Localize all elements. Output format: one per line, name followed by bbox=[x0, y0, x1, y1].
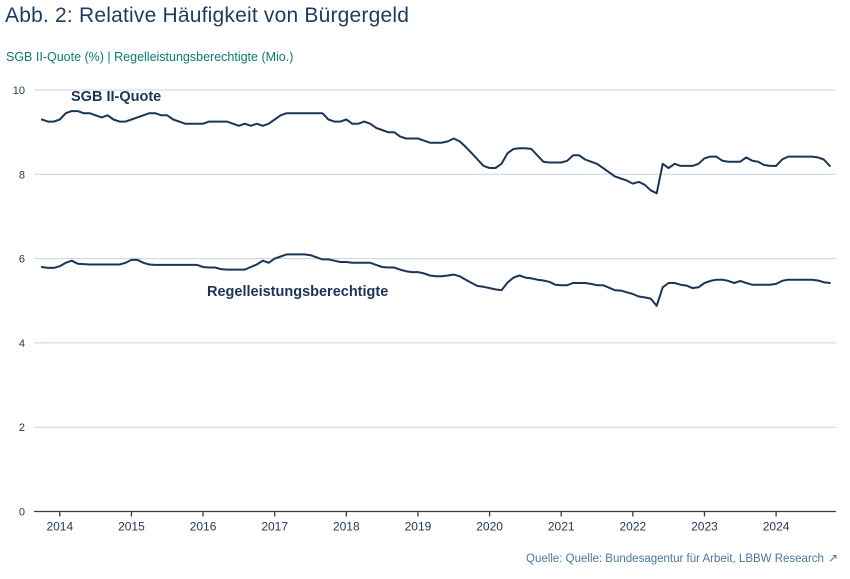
x-tick-label: 2014 bbox=[46, 520, 73, 534]
external-link-icon[interactable]: ↗ bbox=[827, 551, 838, 565]
x-tick-label: 2020 bbox=[476, 520, 503, 534]
y-tick-label: 0 bbox=[19, 507, 25, 519]
y-tick-label: 4 bbox=[19, 338, 25, 350]
source-text[interactable]: Quelle: Quelle: Bundesagentur für Arbeit… bbox=[526, 553, 824, 565]
x-tick-label: 2018 bbox=[333, 520, 360, 534]
x-tick-label: 2017 bbox=[261, 520, 288, 534]
source-link[interactable]: Quelle: Quelle: Bundesagentur für Arbeit… bbox=[526, 551, 838, 565]
x-tick-label: 2019 bbox=[405, 520, 432, 534]
y-tick-label: 8 bbox=[19, 169, 25, 181]
y-tick-label: 10 bbox=[13, 85, 25, 97]
y-tick-label: 2 bbox=[19, 422, 25, 434]
series-label-regelleistungsberechtigte: Regelleistungsberechtigte bbox=[207, 284, 389, 300]
x-tick-label: 2024 bbox=[763, 520, 790, 534]
series-line-regelleistungsberechtigte bbox=[40, 253, 831, 307]
figure-subtitle: SGB II-Quote (%) | Regelleistungsberecht… bbox=[6, 50, 294, 64]
x-tick-label: 2023 bbox=[691, 520, 718, 534]
x-tick-label: 2016 bbox=[190, 520, 217, 534]
y-tick-label: 6 bbox=[19, 254, 25, 266]
series-line-sgb-ii-quote bbox=[40, 110, 831, 195]
series-label-sgb-ii-quote: SGB II-Quote bbox=[71, 89, 162, 105]
x-tick-label: 2015 bbox=[118, 520, 145, 534]
x-tick-label: 2022 bbox=[619, 520, 646, 534]
figure-title: Abb. 2: Relative Häufigkeit von Bürgerge… bbox=[5, 4, 410, 27]
x-tick-label: 2021 bbox=[548, 520, 575, 534]
